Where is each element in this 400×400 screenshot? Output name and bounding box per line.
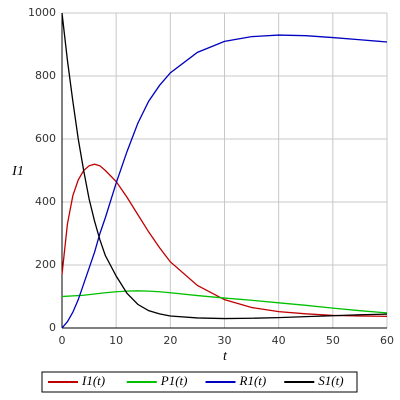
y-tick-label: 1000 bbox=[28, 6, 56, 19]
data-line bbox=[61, 163, 388, 317]
x-tick-label: 0 bbox=[59, 334, 66, 347]
y-tick-label: 600 bbox=[35, 132, 56, 145]
y-axis-label: I1 bbox=[11, 164, 24, 179]
legend-box bbox=[41, 371, 358, 393]
y-tick-label: 200 bbox=[35, 258, 56, 271]
y-tick-label: 400 bbox=[35, 195, 56, 208]
y-tick-label: 800 bbox=[35, 69, 56, 82]
x-tick-label: 50 bbox=[326, 334, 340, 347]
y-tick-label: 0 bbox=[49, 321, 56, 334]
x-tick-label: 10 bbox=[109, 334, 123, 347]
x-tick-label: 40 bbox=[272, 334, 286, 347]
x-axis-label: t bbox=[223, 349, 228, 364]
x-tick-label: 60 bbox=[380, 334, 394, 347]
legend-label: R1(t) bbox=[239, 373, 267, 388]
x-tick-label: 30 bbox=[218, 334, 232, 347]
data-line bbox=[61, 12, 388, 320]
data-line bbox=[61, 290, 388, 314]
data-line bbox=[61, 34, 388, 329]
x-tick-label: 20 bbox=[163, 334, 177, 347]
legend-label: P1(t) bbox=[160, 373, 188, 388]
legend-label: S1(t) bbox=[318, 373, 343, 388]
legend-label: I1(t) bbox=[81, 373, 105, 388]
